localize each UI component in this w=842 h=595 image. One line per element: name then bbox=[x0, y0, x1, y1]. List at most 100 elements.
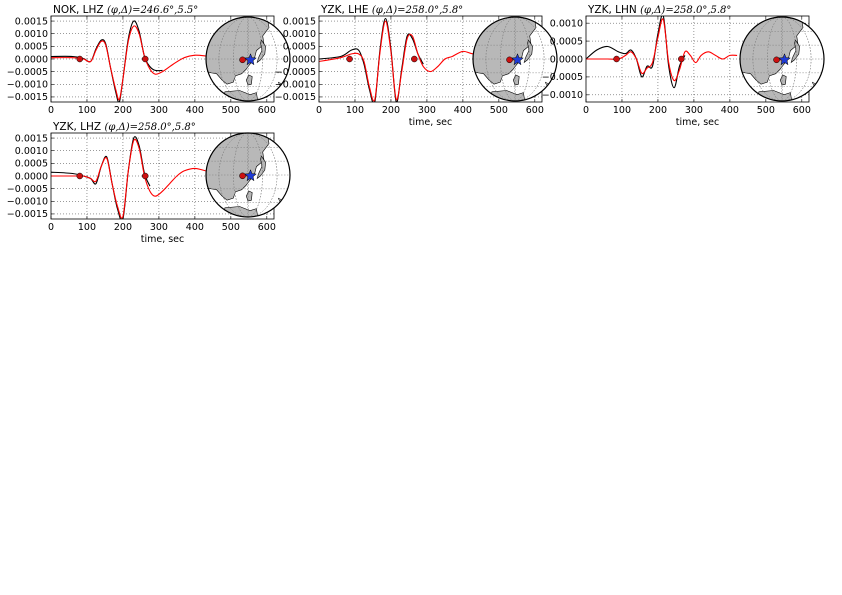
window-marker bbox=[76, 55, 84, 63]
window-marker bbox=[141, 172, 149, 180]
globe-outline bbox=[205, 16, 291, 102]
globe-map-1 bbox=[205, 16, 291, 102]
x-tick-label: 400 bbox=[186, 105, 204, 116]
y-tick-label: 0.0015 bbox=[15, 16, 48, 27]
x-tick-label: 300 bbox=[418, 105, 436, 116]
globe-map-4 bbox=[205, 132, 291, 218]
y-tick-label: −0.0010 bbox=[275, 80, 316, 91]
island-indonesia bbox=[489, 90, 526, 101]
x-tick-label: 600 bbox=[526, 105, 544, 116]
continent-asia bbox=[473, 17, 537, 85]
x-tick-label: 600 bbox=[258, 222, 276, 233]
synthetic-waveform bbox=[586, 18, 738, 82]
y-tick-label: 0.0005 bbox=[15, 159, 48, 170]
series-group bbox=[51, 20, 206, 102]
chart-panel-1: NOK, LHZ (φ,Δ)=246.6°,5.5° 0 100 200 300 400 5… bbox=[7, 4, 291, 116]
continent-asia bbox=[206, 133, 270, 201]
x-tick-label: 400 bbox=[186, 222, 204, 233]
x-tick-label: 0 bbox=[316, 105, 322, 116]
window-marker bbox=[346, 55, 353, 63]
chart-title-angles: (φ,Δ)=258.0°,5.8° bbox=[104, 122, 195, 133]
island-japan bbox=[256, 155, 266, 180]
x-tick-label: 400 bbox=[454, 105, 472, 116]
y-tick-label: 0.0000 bbox=[15, 54, 48, 65]
y-tick-label: 0.0015 bbox=[15, 133, 48, 144]
x-tick-label: 100 bbox=[613, 105, 631, 116]
x-axis-label: time, sec bbox=[409, 117, 453, 128]
x-tick-label: 300 bbox=[150, 222, 168, 233]
y-tick-label: −0.0005 bbox=[275, 67, 316, 78]
epicenter-star-icon bbox=[244, 169, 257, 182]
y-tick-label: 0.0005 bbox=[283, 42, 316, 53]
window-marker bbox=[678, 55, 685, 63]
continent-asia bbox=[206, 17, 270, 85]
chart-title-station: NOK, LHZ bbox=[53, 4, 107, 16]
window-marker bbox=[411, 55, 418, 63]
y-tick-label: −0.0010 bbox=[7, 197, 48, 208]
window-marker bbox=[141, 55, 149, 63]
x-tick-label: 300 bbox=[685, 105, 703, 116]
globe-outline bbox=[205, 132, 291, 218]
continent-asia bbox=[740, 17, 804, 85]
series-group bbox=[51, 136, 206, 219]
epicenter-star-icon bbox=[244, 53, 257, 66]
y-tick-label: 0.0010 bbox=[15, 146, 48, 157]
x-tick-label: 0 bbox=[48, 222, 54, 233]
chart-title-angles: (φ,Δ)=258.0°,5.8° bbox=[372, 5, 463, 16]
x-tick-label: 200 bbox=[649, 105, 667, 116]
window-marker bbox=[76, 172, 84, 180]
x-tick-label: 300 bbox=[150, 105, 168, 116]
chart-title: YZK, LHE (φ,Δ)=258.0°,5.8° bbox=[320, 4, 463, 16]
globe-map-3 bbox=[739, 16, 825, 102]
window-marker bbox=[613, 55, 620, 63]
y-tick-label: 0.0000 bbox=[15, 171, 48, 182]
x-tick-label: 100 bbox=[346, 105, 364, 116]
series-group bbox=[586, 16, 738, 89]
y-tick-label: 0.0005 bbox=[15, 42, 48, 53]
synthetic-waveform bbox=[319, 20, 507, 102]
y-tick-label: 0.0010 bbox=[283, 29, 316, 40]
chart-panel-4: YZK, LHZ (φ,Δ)=258.0°,5.8° 0 100 200 300 400 5… bbox=[7, 121, 291, 245]
x-tick-label: 200 bbox=[114, 105, 132, 116]
x-tick-label: 500 bbox=[757, 105, 775, 116]
y-tick-label: 0.0005 bbox=[550, 36, 583, 47]
chart-panel-2: YZK, LHE (φ,Δ)=258.0°,5.8° 0 100 200 300 400 5… bbox=[275, 4, 558, 128]
x-tick-label: 500 bbox=[222, 222, 240, 233]
chart-title: YZK, LHZ (φ,Δ)=258.0°,5.8° bbox=[52, 121, 196, 133]
y-tick-label: 0.0010 bbox=[550, 18, 583, 29]
y-tick-label: −0.0005 bbox=[7, 184, 48, 195]
island-japan bbox=[790, 39, 800, 64]
chart-title-station: YZK, LHE bbox=[320, 4, 372, 16]
y-tick-label: −0.0015 bbox=[7, 209, 48, 220]
station-marker bbox=[773, 56, 780, 64]
island-indonesia bbox=[222, 90, 259, 101]
x-tick-label: 100 bbox=[78, 222, 96, 233]
y-tick-label: −0.0005 bbox=[542, 72, 583, 83]
station-marker bbox=[506, 56, 513, 64]
y-tick-label: −0.0015 bbox=[275, 92, 316, 103]
island-indonesia bbox=[222, 206, 259, 217]
chart-title-station: YZK, LHN bbox=[587, 4, 640, 16]
x-axis-label: time, sec bbox=[141, 234, 185, 245]
island-japan bbox=[256, 39, 266, 64]
island-indonesia bbox=[756, 90, 793, 101]
x-tick-label: 200 bbox=[382, 105, 400, 116]
epicenter-star-icon bbox=[778, 53, 791, 66]
x-axis-label: time, sec bbox=[676, 117, 720, 128]
y-tick-label: −0.0005 bbox=[7, 67, 48, 78]
y-tick-label: 0.0010 bbox=[15, 29, 48, 40]
station-marker bbox=[239, 56, 246, 64]
x-tick-label: 0 bbox=[48, 105, 54, 116]
x-tick-label: 200 bbox=[114, 222, 132, 233]
x-tick-label: 0 bbox=[583, 105, 589, 116]
x-tick-label: 400 bbox=[721, 105, 739, 116]
globe-outline bbox=[472, 16, 558, 102]
globe-outline bbox=[739, 16, 825, 102]
x-tick-label: 600 bbox=[258, 105, 276, 116]
chart-panel-3: YZK, LHN (φ,Δ)=258.0°,5.8° 0 100 200 300 400 5… bbox=[542, 4, 825, 128]
y-tick-label: 0.0015 bbox=[283, 16, 316, 27]
island-japan bbox=[523, 39, 533, 64]
y-tick-label: 0.0000 bbox=[550, 54, 583, 65]
y-tick-label: −0.0015 bbox=[7, 92, 48, 103]
